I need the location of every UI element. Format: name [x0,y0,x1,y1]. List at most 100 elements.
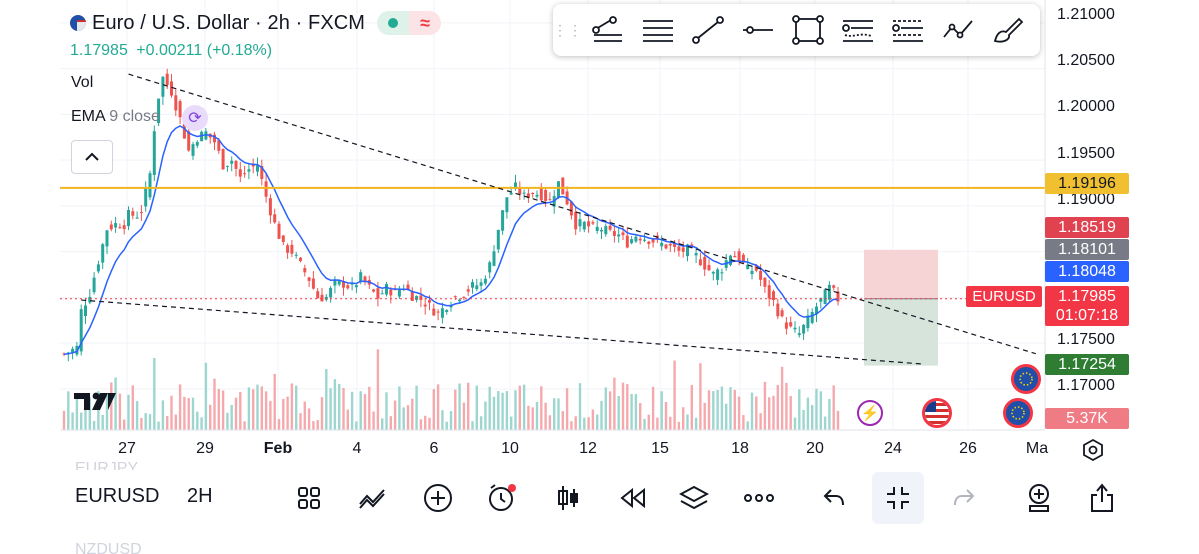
candle-body [372,289,375,291]
candle-body [505,197,508,212]
volume-indicator-legend[interactable]: Vol [71,74,93,92]
market-status-pill[interactable]: ≈ [377,11,441,35]
candle-body [785,322,788,328]
rectangle-button[interactable] [783,8,833,52]
volume-bar [747,421,749,430]
candle-body [269,198,272,215]
brush-icon [991,15,1025,45]
candle-body [355,285,358,287]
volume-bar [424,416,426,430]
symbol-selector[interactable]: EURUSD [75,485,159,508]
symbol-title[interactable]: Euro / U.S. Dollar · 2h · FXCM [92,12,365,35]
eu-economic-event-icon[interactable] [1011,364,1041,394]
volume-bar [729,387,731,430]
replay-button[interactable] [610,476,654,520]
candle-body [471,282,474,288]
candle-body [561,178,564,195]
volume-bar [471,421,473,430]
volume-bar [360,391,362,430]
resistance-price-tag[interactable]: 1.19196 [1045,173,1129,194]
volume-bar [656,418,658,430]
object-tree-icon [1025,483,1053,513]
pitchfork-tool-button[interactable] [583,8,633,52]
add-button[interactable] [416,476,460,520]
undo-button[interactable] [812,476,856,520]
gann-fan-button[interactable] [883,8,933,52]
path-button[interactable] [933,8,983,52]
take-profit-zone [864,299,938,366]
candle-body [789,322,792,326]
volume-bar [256,385,258,430]
path-icon [941,15,975,45]
volume-bar [119,394,121,430]
fullscreen-exit-button[interactable] [872,472,924,524]
candle-body [759,271,762,280]
candle-body [131,211,134,215]
layers-button[interactable] [672,476,716,520]
volume-bar [278,419,280,430]
brush-button[interactable] [983,8,1033,52]
target-price-tag[interactable]: 1.17254 [1045,354,1129,375]
eu-economic-event-group-icon[interactable] [1003,398,1033,428]
volume-bar [489,387,491,430]
volume-bar [102,415,104,430]
volume-bar [807,398,809,430]
indicators-icon [358,486,386,510]
chart-type-button[interactable] [287,476,331,520]
horizontal-line-button[interactable] [733,8,783,52]
more-button[interactable] [737,476,781,520]
entry-price-tag[interactable]: 1.18048 [1045,261,1129,282]
volume-bar [149,414,151,430]
candle-body [536,195,539,197]
candle-body [97,264,100,271]
us-flag-icon [925,401,949,425]
volume-bar [643,419,645,430]
tradingview-logo[interactable] [74,390,116,417]
time-label: 15 [651,440,669,458]
volume-bar [704,403,706,430]
interval-selector[interactable]: 2H [187,485,213,508]
volume-bar [153,358,155,430]
volume-bar [317,420,319,430]
symbol-price-tag[interactable]: EURUSD [966,286,1042,307]
volume-bar [725,404,727,430]
share-button[interactable] [1080,476,1124,520]
volume-bar [170,396,172,430]
indicators-button[interactable] [350,476,394,520]
object-tree-button[interactable] [1017,476,1061,520]
settings-button[interactable] [1080,437,1106,463]
candle-body [312,278,315,288]
volume-bar [226,413,228,430]
last-price-tag[interactable]: 1.17985 01:07:18 [1045,286,1129,326]
candle-body [699,259,702,265]
price-label: 1.21000 [1057,6,1115,24]
ema-indicator-legend[interactable]: EMA 9 close [71,108,160,126]
dividend-event-icon[interactable]: ⚡ [857,400,883,426]
collapse-legend-button[interactable] [71,140,113,174]
candle-body [523,193,526,194]
trend-line-button[interactable] [683,8,733,52]
parallel-channel-button[interactable] [633,8,683,52]
high-price-tag[interactable]: 1.18101 [1045,239,1129,260]
alert-button[interactable] [480,476,524,520]
volume-bar [820,391,822,430]
stop-price-tag[interactable]: 1.18519 [1045,217,1129,238]
time-label: 10 [501,440,519,458]
candle-body [295,255,298,256]
fib-retracement-button[interactable] [833,8,883,52]
candle-style-icon [556,484,580,512]
redo-button[interactable] [942,476,986,520]
volume-bar [243,421,245,430]
candle-body [794,328,797,330]
candle-body [587,221,590,226]
candle-body [738,251,741,262]
alert-icon [487,483,517,513]
us-economic-event-icon[interactable] [922,398,952,428]
candle-body [708,265,711,270]
drag-handle-icon[interactable]: ⋮⋮ [553,22,583,39]
candle-body [665,244,668,248]
candle-body [811,312,814,323]
volume-bar [553,398,555,430]
candle-style-button[interactable] [546,476,590,520]
volume-bar [342,388,344,430]
